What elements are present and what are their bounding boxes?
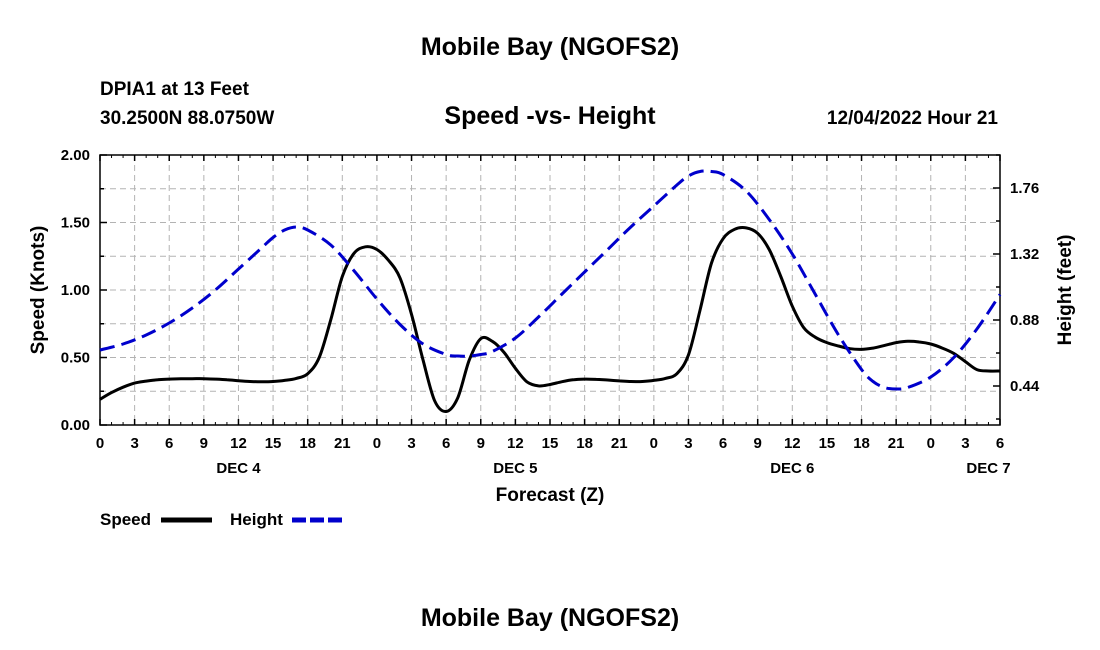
y2-tick-label: 0.44 [1010, 378, 1040, 395]
x-tick-label: 0 [373, 435, 381, 452]
x-tick-label: 0 [927, 435, 935, 452]
y-tick-label: 0.00 [61, 417, 90, 434]
y2-tick-label: 1.32 [1010, 246, 1039, 263]
series-layer [99, 169, 1002, 414]
x-tick-label: 0 [650, 435, 658, 452]
y2-axis-title: Height (feet) [1055, 235, 1076, 346]
x-tick-label: 3 [961, 435, 969, 452]
series-speed-line [99, 226, 1001, 414]
x-tick-label: 12 [784, 435, 801, 452]
y2-tick-label: 1.76 [1010, 180, 1039, 197]
x-axis-title: Forecast (Z) [496, 485, 605, 506]
chart-title: Speed -vs- Height [444, 102, 656, 130]
legend: Speed Height [100, 510, 343, 529]
y-tick-label: 2.00 [61, 147, 90, 164]
legend-speed-label: Speed [100, 510, 151, 529]
x-tick-label: 6 [442, 435, 450, 452]
date-label: DEC 4 [216, 460, 261, 477]
y-tick-label: 1.50 [61, 215, 90, 232]
x-tick-label: 0 [96, 435, 104, 452]
x-tick-label: 6 [165, 435, 173, 452]
x-tick-label: 3 [407, 435, 415, 452]
x-tick-label: 9 [200, 435, 208, 452]
x-tick-label: 3 [130, 435, 138, 452]
x-tick-label: 21 [888, 435, 905, 452]
x-tick-label: 3 [684, 435, 692, 452]
date-label: DEC 7 [966, 460, 1010, 477]
x-tick-label: 15 [265, 435, 282, 452]
x-tick-label: 21 [611, 435, 628, 452]
x-tick-label: 18 [853, 435, 870, 452]
y2-tick-label: 0.88 [1010, 312, 1039, 329]
x-tick-label: 9 [754, 435, 762, 452]
y-tick-label: 1.00 [61, 282, 90, 299]
legend-height-label: Height [230, 510, 283, 529]
x-tick-label: 15 [542, 435, 559, 452]
y-tick-label: 0.50 [61, 350, 90, 367]
forecast-timestamp: 12/04/2022 Hour 21 [827, 108, 999, 129]
station-label: DPIA1 at 13 Feet [100, 79, 250, 100]
x-tick-label: 15 [819, 435, 836, 452]
x-tick-label: 12 [507, 435, 524, 452]
x-tick-label: 21 [334, 435, 351, 452]
x-tick-label: 6 [719, 435, 727, 452]
chart-header-title: Mobile Bay (NGOFS2) [421, 33, 679, 61]
y-axis-title: Speed (Knots) [28, 226, 49, 355]
x-tick-label: 12 [230, 435, 247, 452]
x-tick-label: 9 [477, 435, 485, 452]
x-tick-label: 18 [299, 435, 316, 452]
x-tick-label: 18 [576, 435, 593, 452]
axis-labels: 0 3 6 9 12 15 18 21 0 3 6 9 12 15 18 21 0 3 6 9 12 15 18 21 0 3 6 D… [61, 147, 1040, 477]
x-tick-label: 6 [996, 435, 1004, 452]
footer-title: Mobile Bay (NGOFS2) [421, 604, 679, 632]
date-label: DEC 5 [493, 460, 537, 477]
date-label: DEC 6 [770, 460, 814, 477]
station-coordinates: 30.2500N 88.0750W [100, 108, 274, 129]
series-height-line [99, 169, 1002, 391]
axis-ticks [99, 154, 1001, 426]
